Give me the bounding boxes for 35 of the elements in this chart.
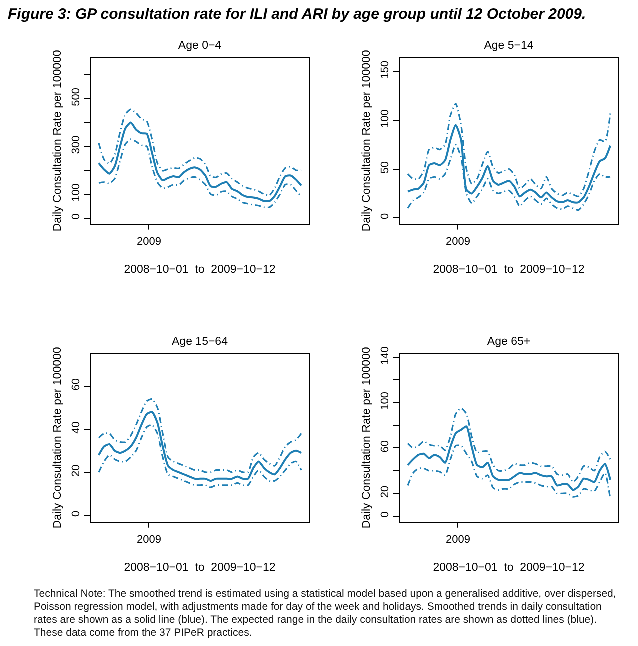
text: 2009 xyxy=(446,534,470,546)
y-axis-title: Daily Consultation Rate per 100000 xyxy=(361,50,374,232)
y-tick-label: 500 xyxy=(70,88,83,106)
x-axis-title: 2008−10−01 to 2009−10−12 xyxy=(433,264,585,276)
y-axis-title: Daily Consultation Rate per 100000 xyxy=(52,50,64,232)
text: Figure 3: GP consultation rate for ILI and ARI by age group until 12 October 2009. xyxy=(8,6,588,23)
text: 2009 xyxy=(137,534,162,546)
text: Technical Note: The smoothed trend is estimated using a statistical model based upon a generalised additive, over dispersed, Poisson regression model, with adjustments made for day of the week and holidays. Smoothed trends in daily consultation rates are shown as a solid line (blue). The expected range in the daily consultation rates are shown as dotted lines (blue). These data come from the 37 PIPeR practices. xyxy=(34,588,618,640)
y-tick-label: 100 xyxy=(380,110,392,128)
chart-title: Age 0−4 xyxy=(178,40,222,52)
chart-title: Age 5−14 xyxy=(484,40,534,52)
chart-title: Age 65+ xyxy=(487,336,531,348)
y-tick-label: 20 xyxy=(70,464,83,477)
y-axis-title: Daily Consultation Rate per 100000 xyxy=(52,347,64,529)
y-tick-label: 60 xyxy=(380,440,392,453)
y-tick-label: 300 xyxy=(70,136,83,154)
y-tick-label: 40 xyxy=(70,422,83,434)
y-tick-label: 0 xyxy=(70,510,83,517)
y-tick-label: 20 xyxy=(380,486,392,498)
x-axis-title: 2008−10−01 to 2009−10−12 xyxy=(124,562,276,574)
y-tick-label: 0 xyxy=(70,214,83,220)
y-tick-label: 100 xyxy=(380,392,392,410)
y-tick-label: 50 xyxy=(380,162,392,174)
text: 2009 xyxy=(137,236,162,248)
y-tick-label: 60 xyxy=(70,378,83,391)
x-axis-title: 2008−10−01 to 2009−10−12 xyxy=(124,264,276,276)
y-tick-label: 0 xyxy=(380,213,392,220)
chart-title: Age 15−64 xyxy=(172,336,229,348)
text: 2009 xyxy=(446,236,470,248)
y-tick-label: 100 xyxy=(70,184,83,202)
x-axis-title: 2008−10−01 to 2009−10−12 xyxy=(433,562,585,574)
y-tick-label: 140 xyxy=(380,346,392,365)
y-tick-label: 150 xyxy=(380,60,392,80)
y-tick-label: 0 xyxy=(380,512,392,518)
y-axis-title: Daily Consultation Rate per 100000 xyxy=(361,347,374,529)
